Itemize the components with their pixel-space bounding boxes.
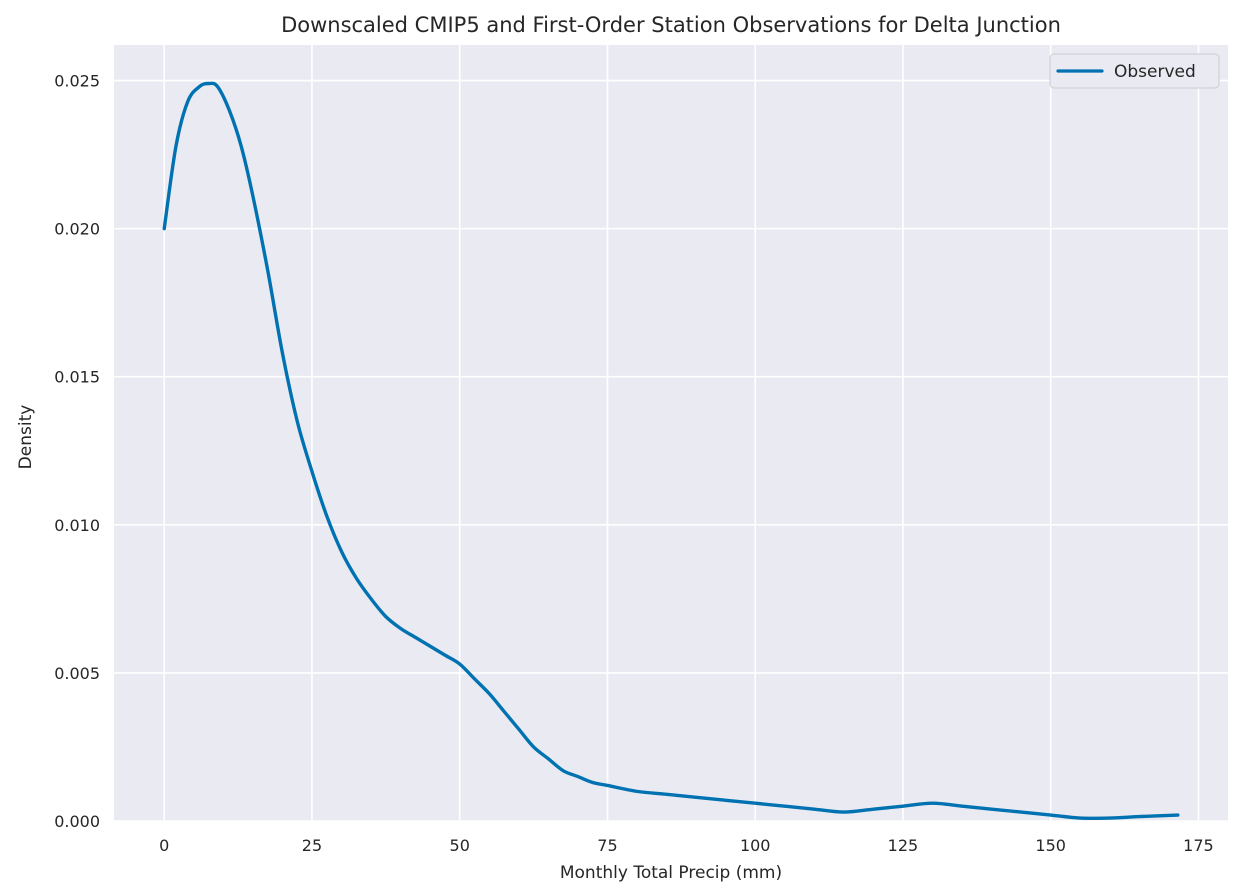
x-tick-label: 0 — [159, 836, 169, 855]
plot-area — [114, 45, 1228, 821]
x-tick-label: 25 — [302, 836, 322, 855]
x-axis-label: Monthly Total Precip (mm) — [560, 863, 782, 883]
y-tick-label: 0.005 — [54, 664, 100, 683]
y-tick-label: 0.025 — [54, 72, 100, 91]
x-tick-label: 75 — [597, 836, 617, 855]
legend-box — [1049, 53, 1220, 89]
y-tick-label: 0.010 — [54, 516, 100, 535]
y-tick-label: 0.000 — [54, 812, 100, 831]
y-axis-label: Density — [16, 405, 36, 470]
y-tick-labels: 0.000 0.005 0.010 0.015 0.020 0.025 — [54, 72, 100, 831]
x-tick-label: 125 — [888, 836, 919, 855]
x-tick-labels: 0 25 50 75 100 125 150 175 — [159, 836, 1214, 855]
series-line-observed — [162, 81, 1180, 821]
y-tick-label: 0.015 — [54, 368, 100, 387]
x-tick-label: 150 — [1035, 836, 1066, 855]
y-tick-label: 0.020 — [54, 220, 100, 239]
x-tick-label: 175 — [1183, 836, 1214, 855]
chart-title: Downscaled CMIP5 and First-Order Station… — [281, 13, 1061, 37]
x-grid-lines — [163, 45, 1200, 821]
legend-label-observed: Observed — [1114, 62, 1196, 82]
x-tick-label: 50 — [450, 836, 470, 855]
series-layer — [162, 81, 1180, 821]
x-tick-label: 100 — [740, 836, 771, 855]
y-grid-lines — [114, 79, 1228, 822]
legend: Observed — [1049, 53, 1220, 89]
